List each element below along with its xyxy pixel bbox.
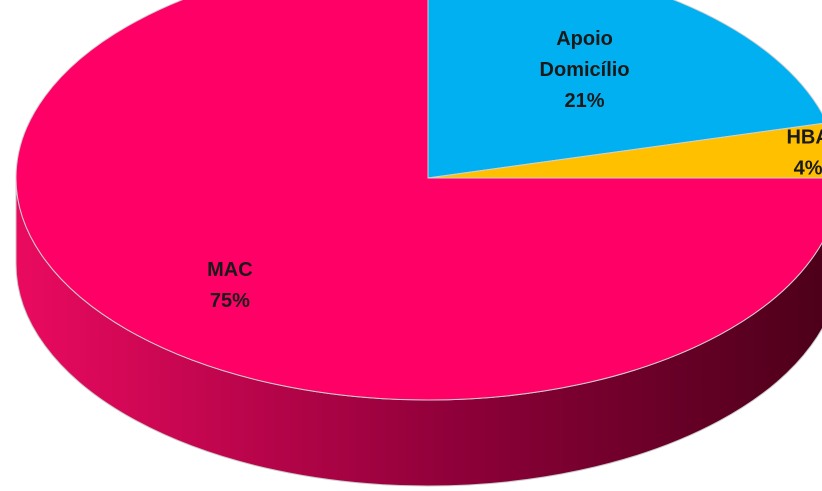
pie-top-face (15, 0, 822, 401)
data-label-mac: MAC 75% (207, 259, 253, 312)
pie-slice-apoio-domicílio (427, 0, 822, 179)
pie-slice-mac (15, 0, 822, 401)
data-label-apoio-domicílio: Apoio Domicílio 21% (540, 28, 630, 112)
data-label-hba: HBA4% (786, 127, 822, 180)
pie-slice-hba (427, 122, 822, 179)
